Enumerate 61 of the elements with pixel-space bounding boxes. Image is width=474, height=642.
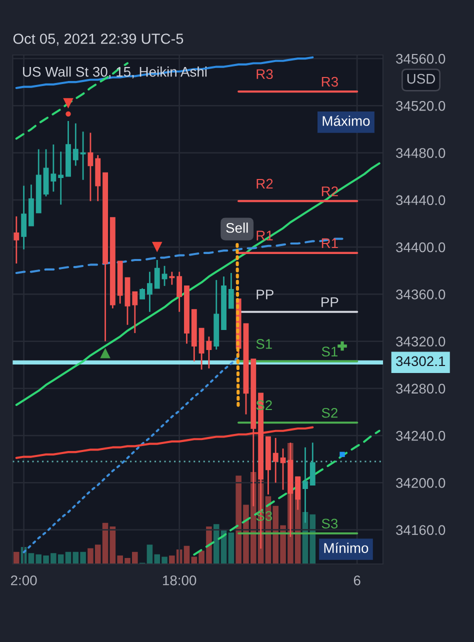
point	[100, 348, 110, 358]
y-tick-label: 34200.0	[396, 478, 446, 488]
text: R3	[256, 69, 273, 80]
y-tick-label: 34440.0	[396, 195, 446, 206]
y-tick-label: 34400.0	[396, 242, 446, 252]
point	[338, 341, 347, 351]
bar	[14, 552, 20, 564]
text: PP	[256, 290, 274, 300]
candlestick	[176, 271, 182, 313]
x-tick-label: 18:00	[163, 575, 196, 586]
series-label: S1	[322, 346, 338, 357]
candlestick	[50, 144, 56, 192]
line-series	[15, 426, 314, 460]
bar	[65, 552, 72, 564]
x-tick-label: 6	[354, 575, 360, 586]
series-label: R1	[322, 238, 338, 248]
y-tick-label: 34520.0	[396, 101, 446, 111]
y-tick-label: 34360.0	[396, 290, 446, 300]
candlestick	[132, 291, 138, 334]
y-tick-label: 34280.0	[396, 384, 446, 394]
bar	[228, 532, 234, 564]
candlestick	[310, 442, 316, 486]
candlestick	[88, 132, 94, 202]
candlestick	[228, 272, 234, 310]
point	[63, 98, 74, 108]
series-label: PP	[322, 297, 338, 307]
point	[152, 242, 162, 252]
point	[340, 452, 345, 458]
candlestick	[58, 150, 64, 206]
y-tick-label: 34160.0	[396, 525, 446, 535]
text: R2	[256, 178, 273, 188]
bar	[184, 546, 190, 564]
ref-line-label: 34302.1	[396, 356, 446, 366]
candlestick	[272, 437, 278, 484]
chart-subtitle: Oct 05, 2021 22:39 UTC-5	[13, 34, 184, 46]
candlestick	[146, 271, 152, 313]
candlestick	[169, 271, 175, 286]
series-label: S3	[322, 518, 338, 529]
candlestick	[21, 185, 27, 250]
annotation: Máximo	[322, 116, 370, 126]
candlestick	[140, 288, 146, 300]
candlestick	[80, 130, 86, 181]
y-tick-label: 34560.0	[396, 54, 446, 64]
line-series	[15, 56, 314, 90]
series-label: S2	[322, 408, 338, 418]
series-label: R2	[322, 186, 338, 196]
candlestick	[154, 259, 160, 289]
candlestick	[14, 216, 20, 264]
y-tick-label: 34480.0	[396, 148, 446, 158]
candlestick	[280, 448, 286, 490]
y-tick-label: 34320.0	[396, 336, 446, 346]
candlestick	[72, 122, 78, 166]
y-axis-title: USD	[407, 74, 435, 84]
x-tick-label: 2:00	[10, 575, 37, 586]
text: S1	[256, 339, 272, 349]
annotation: Sell	[226, 222, 248, 233]
point	[66, 111, 71, 117]
candlestick	[162, 265, 168, 287]
annotation: Mínimo	[324, 542, 368, 553]
series-label: R3	[322, 76, 338, 87]
y-tick-label: 34240.0	[396, 430, 446, 441]
